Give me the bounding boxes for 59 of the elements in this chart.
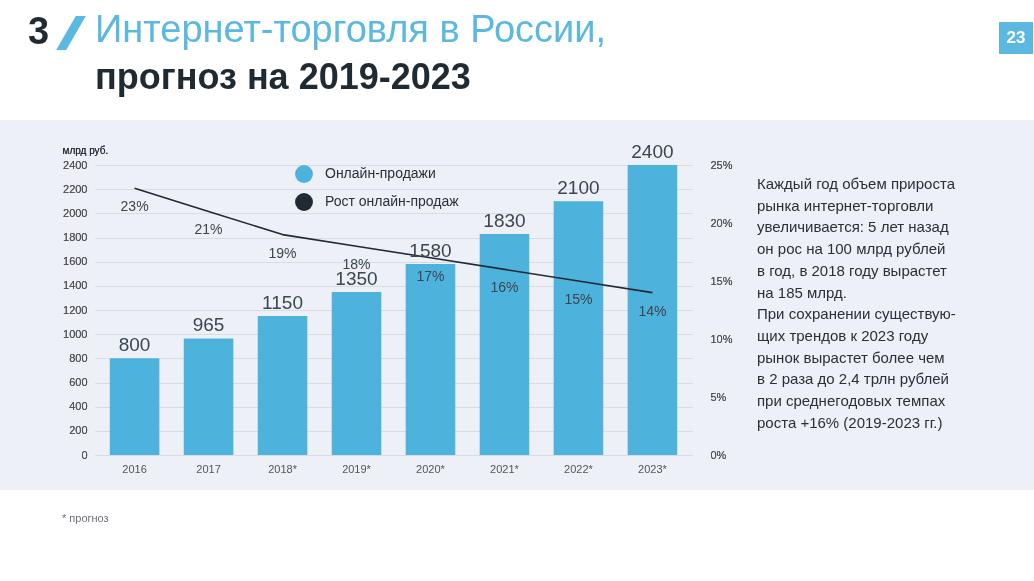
y-tick-label: 1600 xyxy=(63,255,88,268)
y2-tick-label: 10% xyxy=(710,332,733,345)
data-label: 2400 xyxy=(631,141,674,162)
y-tick-label: 2400 xyxy=(63,158,88,171)
text: 3 xyxy=(28,10,50,53)
data-label: 14% xyxy=(638,302,667,319)
text: 23 xyxy=(999,22,1033,54)
legend-label: Онлайн-продажи xyxy=(325,165,436,181)
y-axis-title: млрд руб. xyxy=(62,144,109,156)
y-tick-label: 0 xyxy=(81,448,88,461)
y-tick-label: 1400 xyxy=(63,279,88,292)
x-tick-label: 2021* xyxy=(490,462,520,475)
x-tick-label: 2018* xyxy=(268,462,298,475)
data-label: 17% xyxy=(416,267,445,284)
y-tick-label: 2200 xyxy=(63,182,88,195)
x-tick-label: 2022* xyxy=(564,462,594,475)
y-tick-label: 800 xyxy=(69,351,88,364)
bar xyxy=(331,291,382,455)
y2-tick-label: 15% xyxy=(710,274,733,287)
x-tick-label: 2017 xyxy=(196,462,221,475)
bar xyxy=(405,264,456,455)
y2-tick-label: 5% xyxy=(710,390,727,403)
y-tick-label: 200 xyxy=(69,424,88,437)
bar xyxy=(257,316,308,455)
data-label: 23% xyxy=(120,198,149,215)
data-label: 1580 xyxy=(409,240,452,262)
data-label: 1830 xyxy=(483,209,526,231)
y2-tick-label: 20% xyxy=(710,216,733,229)
data-label: 800 xyxy=(118,334,151,356)
data-label: 2100 xyxy=(557,177,600,199)
y-tick-label: 1000 xyxy=(63,327,88,340)
y2-tick-label: 25% xyxy=(710,158,733,171)
text: * прогноз xyxy=(62,512,109,524)
bar xyxy=(553,201,604,455)
y-tick-label: 1800 xyxy=(63,231,88,243)
data-label: 18% xyxy=(342,256,371,273)
data-label: 1150 xyxy=(262,292,303,314)
text: Каждый год объем прироста рынка интернет-торговли увеличивается: 5 лет назад он рос на 100 млрд рублей в год, в 2018 году вырастет на 185 млрд. При сохранении существую- щих трендов к 2023 году рынок вырастет более чем в 2 раза до 2,4 трлн рублей при среднегодовых темпах роста +16% (2019-2023 гг.) xyxy=(757,175,956,431)
bar xyxy=(627,165,678,455)
data-label: 19% xyxy=(268,244,297,261)
bar xyxy=(109,358,160,455)
y-tick-label: 400 xyxy=(69,400,88,413)
bar xyxy=(183,338,234,455)
legend-label: Рост онлайн-продаж xyxy=(325,193,460,209)
chart-subtitle: прогноз на 2019-2023 xyxy=(95,56,471,98)
chart-title: Интернет-торговля в России, xyxy=(95,8,607,51)
data-label: 15% xyxy=(564,291,593,307)
bar xyxy=(479,233,530,455)
x-tick-label: 2020* xyxy=(416,462,446,475)
data-label: 16% xyxy=(490,279,519,296)
y2-tick-label: 0% xyxy=(710,448,727,461)
x-tick-label: 2023* xyxy=(638,462,668,475)
data-label: 965 xyxy=(192,314,225,336)
y-tick-label: 1200 xyxy=(63,303,88,316)
x-tick-label: 2016 xyxy=(122,462,147,475)
y-tick-label: 2000 xyxy=(63,206,88,219)
y-tick-label: 600 xyxy=(69,376,88,388)
data-label: 21% xyxy=(194,221,223,238)
x-tick-label: 2019* xyxy=(342,462,372,475)
